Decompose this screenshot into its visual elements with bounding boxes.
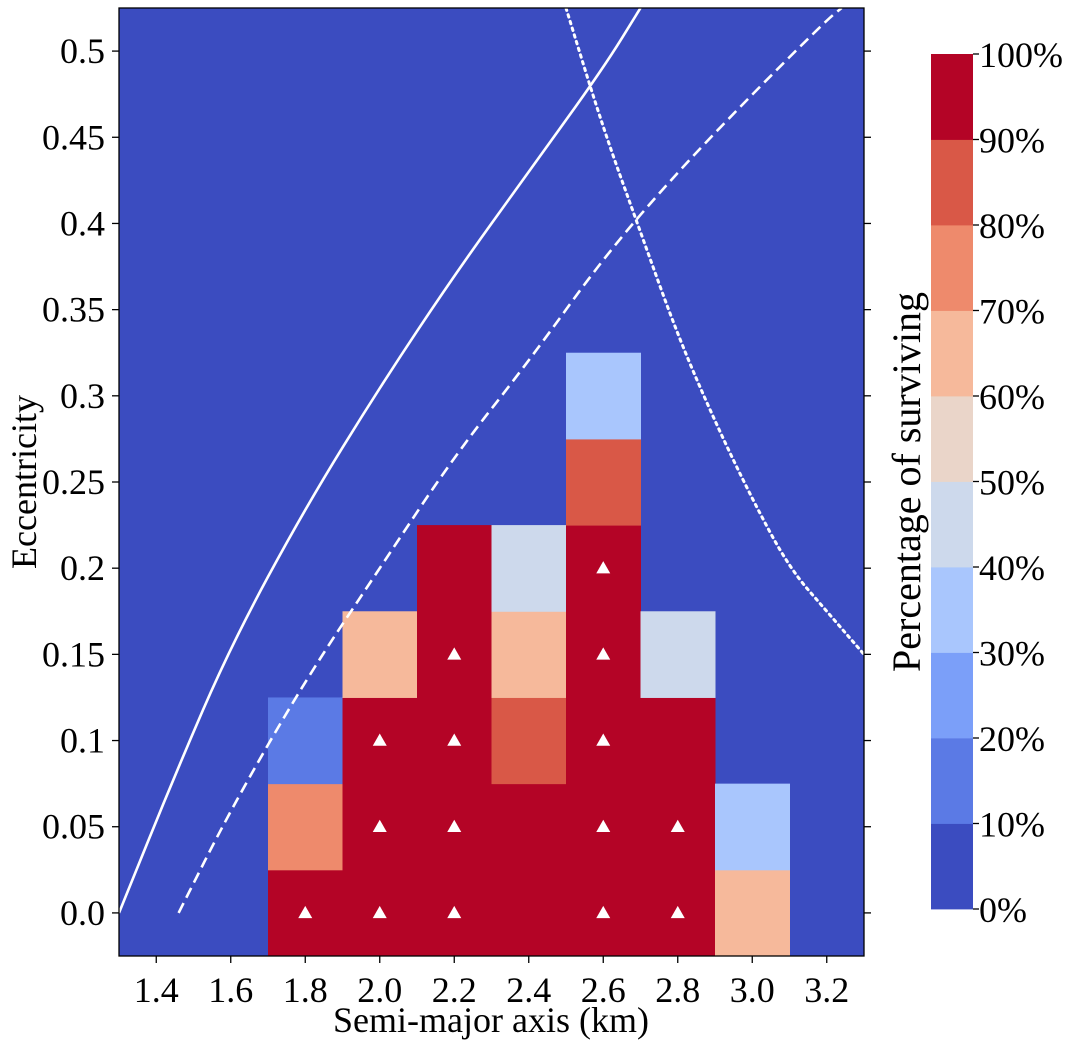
y-tick-label: 0.5	[60, 31, 105, 71]
y-tick-label: 0.0	[60, 893, 105, 933]
colorbar-segment	[931, 225, 973, 311]
curve-dotted	[564, 8, 864, 656]
y-tick-label: 0.4	[60, 203, 105, 243]
heatmap-cell	[491, 611, 567, 698]
colorbar-segment	[931, 54, 973, 140]
y-tick-label: 0.1	[60, 721, 105, 761]
colorbar-segment	[931, 396, 973, 482]
colorbar-segment	[931, 823, 973, 910]
heatmap-cell	[342, 611, 418, 698]
survivor-marker	[372, 733, 387, 746]
survivor-marker	[596, 819, 611, 832]
heatmap-cell	[417, 525, 492, 612]
colorbar-tick-label: 100%	[979, 35, 1063, 75]
y-axis-label: Eccentricity	[4, 395, 44, 569]
colorbar-tick-label: 60%	[979, 377, 1045, 417]
colorbar-segment	[931, 738, 973, 824]
heatmap-cell	[566, 352, 641, 440]
x-tick-label: 1.6	[208, 970, 253, 1010]
y-tick-label: 0.15	[42, 634, 105, 674]
plot-area	[119, 8, 864, 957]
colorbar-tick-label: 20%	[979, 719, 1045, 759]
survivor-marker	[596, 905, 611, 919]
heatmap-cell	[491, 525, 567, 612]
colorbar-tick-label: 90%	[979, 121, 1045, 161]
colorbar-tick-label: 80%	[979, 206, 1045, 246]
survivor-marker	[372, 819, 387, 832]
y-tick-label: 0.45	[42, 117, 105, 157]
colorbar-tick-label: 10%	[979, 805, 1045, 845]
heatmap-cell	[566, 438, 641, 526]
heatmap-cell	[715, 783, 790, 871]
x-tick-label: 3.0	[730, 970, 775, 1010]
colorbar-tick-label: 0%	[979, 890, 1027, 930]
survivor-marker	[372, 905, 387, 919]
y-tick-label: 0.35	[42, 290, 105, 330]
x-tick-label: 2.4	[506, 970, 551, 1010]
axes: 1.4 1.6 1.8 2.0 2.2 2.4 2.6 2.8 3.0 3.2 0.0 0.05 0.1…	[42, 7, 871, 1010]
x-axis-label: Semi-major axis (km)	[333, 1000, 649, 1040]
colorbar-tick-label: 40%	[979, 548, 1045, 588]
colorbar-tick-label: 30%	[979, 634, 1045, 674]
curve-solid	[119, 8, 642, 914]
heatmap-cell	[640, 697, 716, 785]
colorbar-segment	[931, 567, 973, 653]
heatmap-cell	[715, 869, 790, 957]
colorbar: 0% 10% 20% 30% 40% 50% 60% 70% 80% 90% 100%	[931, 35, 1063, 930]
colorbar-segment	[931, 139, 973, 226]
colorbar-segment	[931, 652, 973, 739]
x-tick-label: 3.2	[804, 970, 849, 1010]
colorbar-segment	[931, 310, 973, 397]
colorbar-tick-label: 70%	[979, 292, 1045, 332]
colorbar-tick-label: 50%	[979, 463, 1045, 503]
survivor-marker	[447, 647, 462, 660]
x-tick-label: 1.4	[134, 970, 179, 1010]
y-tick-label: 0.2	[60, 548, 105, 588]
heatmap-cell	[491, 869, 567, 957]
survivor-marker	[298, 905, 313, 919]
x-tick-label: 2.2	[432, 970, 477, 1010]
heatmap-cell	[491, 697, 567, 785]
heatmap-cell	[268, 697, 343, 785]
heatmap-cell	[640, 611, 716, 698]
survivor-marker	[596, 647, 611, 660]
survivor-marker	[447, 905, 462, 919]
survivor-marker	[596, 561, 611, 574]
y-tick-label: 0.05	[42, 807, 105, 847]
colorbar-label: Percentage of surviving	[884, 292, 929, 672]
heatmap-cell	[268, 783, 343, 871]
survivor-marker	[670, 819, 685, 832]
x-tick-label: 2.0	[357, 970, 402, 1010]
x-tick-label: 2.6	[581, 970, 626, 1010]
survivor-marker	[447, 733, 462, 746]
y-tick-label: 0.3	[60, 376, 105, 416]
x-tick-label: 2.8	[655, 970, 700, 1010]
x-tick-label: 1.8	[283, 970, 328, 1010]
survivor-marker	[447, 819, 462, 832]
curves	[119, 8, 864, 914]
colorbar-segment	[931, 481, 973, 568]
survivor-marker	[670, 905, 685, 919]
survivor-marker	[596, 733, 611, 746]
heatmap-cell	[491, 783, 567, 871]
curve-dashed	[177, 8, 843, 914]
y-tick-label: 0.25	[42, 462, 105, 502]
